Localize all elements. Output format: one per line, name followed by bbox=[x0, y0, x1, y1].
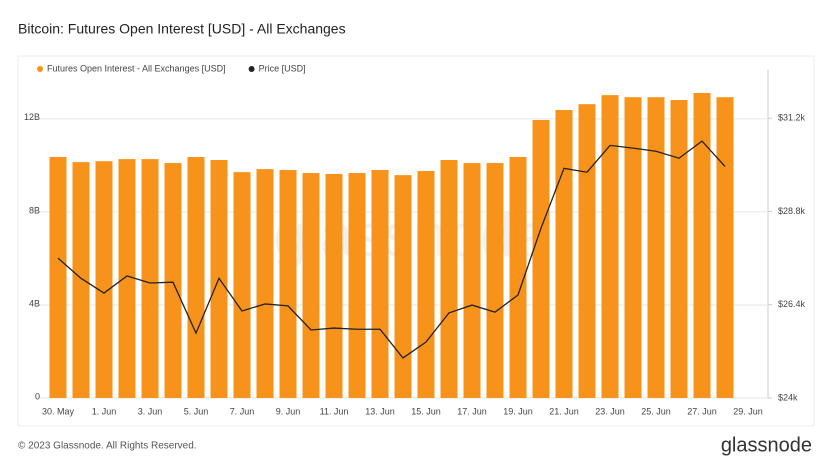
bar bbox=[164, 163, 182, 398]
x-tick-label: 30. May bbox=[42, 406, 75, 416]
x-tick-label: 25. Jun bbox=[641, 406, 671, 416]
bar bbox=[279, 170, 297, 398]
x-tick-label: 17. Jun bbox=[457, 406, 487, 416]
x-tick-label: 19. Jun bbox=[503, 406, 533, 416]
price-line bbox=[57, 140, 726, 359]
legend-marker bbox=[248, 66, 255, 72]
bar bbox=[256, 169, 274, 398]
bar bbox=[187, 157, 205, 398]
bar bbox=[302, 173, 320, 398]
bar bbox=[532, 120, 550, 398]
chart-frame bbox=[17, 55, 815, 427]
bar bbox=[693, 93, 711, 398]
bar bbox=[486, 163, 504, 398]
x-tick-label: 11. Jun bbox=[320, 406, 349, 416]
x-tick-label: 9. Jun bbox=[276, 406, 301, 416]
x-tick-label: 13. Jun bbox=[365, 406, 395, 416]
x-tick-label: 5. Jun bbox=[184, 406, 209, 416]
y-tick-label: 8B bbox=[29, 205, 40, 215]
bar bbox=[72, 162, 90, 398]
x-tick-label: 29. Jun bbox=[733, 406, 763, 416]
legend-label: Futures Open Interest - All Exchanges [U… bbox=[47, 63, 226, 73]
x-tick-label: 3. Jun bbox=[138, 406, 163, 416]
bar bbox=[509, 157, 527, 398]
x-tick-label: 21. Jun bbox=[549, 406, 579, 416]
bar bbox=[578, 104, 596, 399]
y-tick-label: 0 bbox=[35, 391, 40, 401]
y-tick-label: 4B bbox=[29, 298, 40, 308]
y-tick-label: 12B bbox=[24, 112, 40, 122]
legend-label: Price [USD] bbox=[259, 63, 306, 73]
bar bbox=[325, 173, 343, 398]
bar bbox=[601, 95, 619, 398]
x-tick-label: 15. Jun bbox=[411, 406, 441, 416]
bar bbox=[417, 170, 435, 398]
bar bbox=[555, 110, 573, 398]
bar bbox=[647, 97, 665, 399]
x-tick-label: 23. Jun bbox=[595, 406, 625, 416]
chart-title: Bitcoin: Futures Open Interest [USD] - A… bbox=[18, 21, 346, 37]
bar bbox=[118, 159, 136, 398]
bar bbox=[440, 160, 458, 398]
bar bbox=[716, 97, 734, 399]
y2-tick-label: $24k bbox=[778, 392, 798, 402]
x-tick-label: 7. Jun bbox=[230, 406, 255, 416]
bar bbox=[141, 159, 159, 398]
bar bbox=[348, 173, 366, 398]
y2-tick-label: $31.2k bbox=[778, 113, 806, 123]
x-tick-label: 1. Jun bbox=[92, 406, 117, 416]
x-tick-label: 27. Jun bbox=[687, 406, 717, 416]
y2-tick-label: $26.4k bbox=[778, 299, 806, 309]
footer: © 2023 Glassnode. All Rights Reserved. bbox=[18, 441, 197, 452]
bar bbox=[394, 175, 412, 398]
bar bbox=[371, 170, 389, 398]
bar bbox=[670, 100, 688, 398]
brand-logo: glassnode bbox=[721, 434, 812, 456]
bar bbox=[49, 157, 67, 398]
bar bbox=[95, 161, 113, 398]
y2-tick-label: $28.8k bbox=[778, 206, 806, 216]
bar bbox=[233, 172, 251, 398]
legend-marker bbox=[37, 66, 43, 72]
bar bbox=[463, 163, 481, 398]
bar bbox=[624, 97, 642, 399]
